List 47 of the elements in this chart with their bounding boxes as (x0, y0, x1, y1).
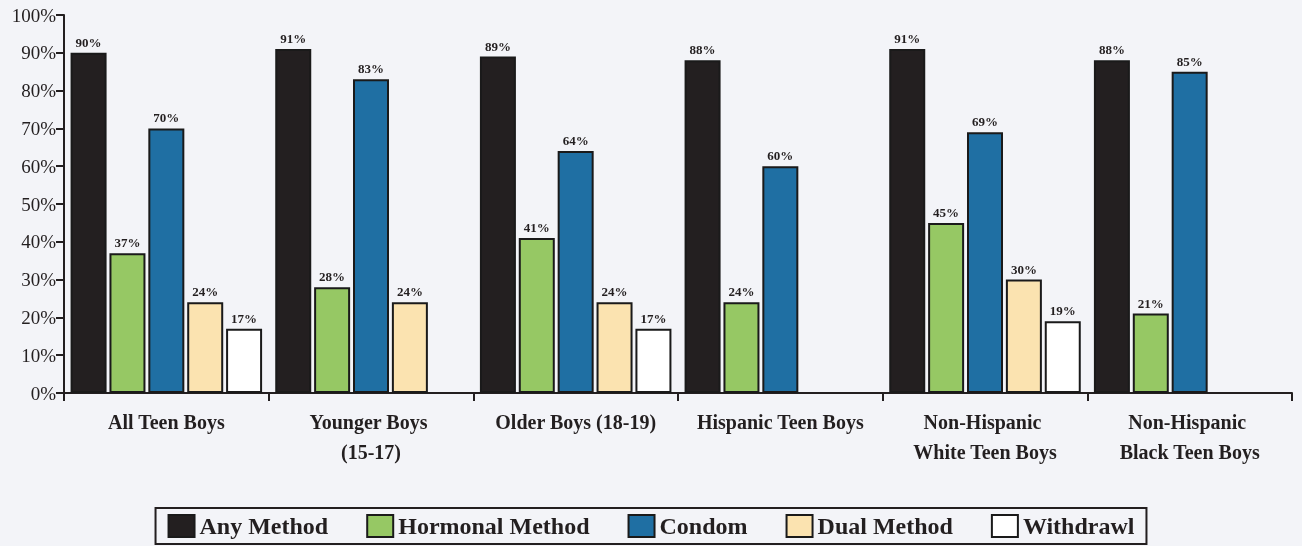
data-label: 37% (114, 235, 141, 251)
data-label: 64% (562, 133, 589, 149)
data-label: 88% (689, 42, 716, 58)
y-tick-label: 20% (21, 306, 57, 328)
data-label: 24% (601, 284, 628, 300)
data-label: 69% (972, 114, 998, 130)
data-label: 19% (1049, 303, 1076, 319)
data-label: 24% (192, 284, 219, 300)
y-tick-label: 80% (21, 80, 57, 102)
x-tick-label: All Teen Boys (107, 411, 225, 434)
legend-label: Dual Method (817, 513, 954, 539)
y-tick-label: 30% (21, 269, 57, 291)
y-tick-label: 100% (11, 4, 57, 26)
data-label: 21% (1137, 295, 1164, 311)
legend-label: Condom (659, 513, 748, 539)
data-label: 85% (1176, 53, 1203, 69)
y-tick-label: 70% (21, 117, 57, 139)
y-tick-label: 40% (21, 231, 57, 253)
legend-label: Any Method (199, 513, 329, 539)
legend-label: Hormonal Method (398, 513, 591, 539)
y-tick-label: 10% (21, 344, 57, 366)
data-label: 83% (358, 61, 384, 77)
x-tick-label: Non-Hispanic White Teen Boys (913, 411, 1057, 464)
data-label: 30% (1010, 261, 1037, 277)
data-label: 45% (933, 204, 960, 220)
data-label: 41% (523, 220, 550, 236)
data-label: 91% (280, 31, 307, 47)
data-label: 24% (728, 284, 755, 300)
data-label: 60% (767, 148, 794, 164)
x-tick-label: Hispanic Teen Boys (696, 411, 864, 434)
data-label: 24% (396, 284, 423, 300)
y-tick-label: 0% (30, 382, 57, 404)
x-tick-label: Older Boys (18-19) (495, 411, 657, 434)
data-label: 70% (153, 110, 180, 126)
y-tick-label: 60% (21, 155, 57, 177)
y-tick-label: 90% (21, 42, 57, 64)
data-label: 90% (75, 34, 102, 50)
data-label: 17% (231, 310, 258, 326)
data-label: 91% (894, 31, 921, 47)
y-tick-label: 50% (21, 193, 57, 215)
data-label: 89% (484, 38, 511, 54)
x-tick-label: Non-Hispanic Black Teen Boys (1119, 411, 1260, 464)
data-label: 88% (1098, 42, 1125, 58)
legend-label: Withdrawl (1022, 513, 1135, 539)
x-tick-label: Younger Boys (15-17) (309, 411, 433, 464)
data-label: 28% (319, 269, 346, 285)
data-label: 17% (640, 310, 667, 326)
